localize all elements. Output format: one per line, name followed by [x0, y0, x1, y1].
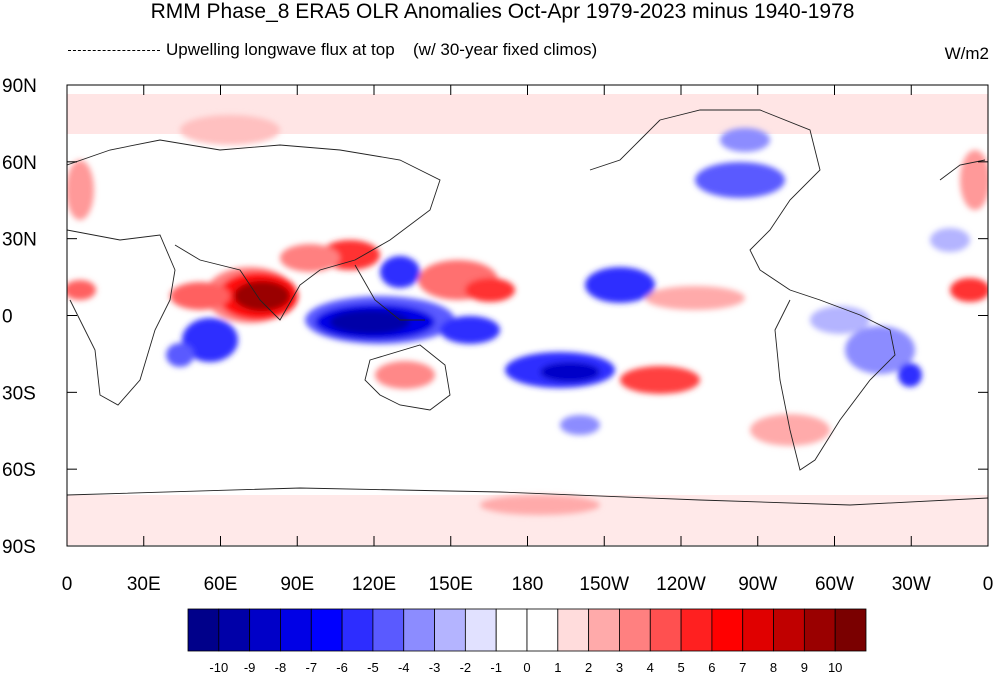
- lon-tick-label: 180: [512, 574, 544, 595]
- lon-tick-label: 60W: [815, 574, 854, 595]
- lon-tick-label: 90E: [280, 574, 314, 595]
- lon-tick-label: 90W: [738, 574, 777, 595]
- colorbar-swatch: [310, 608, 343, 652]
- colorbar-swatch: [495, 608, 528, 652]
- colorbar-swatch: [464, 608, 497, 652]
- lon-tick-label: 150W: [579, 574, 629, 595]
- colorbar-label: -10: [209, 660, 229, 675]
- lon-tick-label: 120W: [656, 574, 706, 595]
- colorbar-swatch: [280, 608, 312, 652]
- colorbar-swatch: [588, 608, 620, 652]
- colorbar-swatch: [526, 608, 559, 652]
- colorbar-label: 5: [677, 660, 685, 675]
- colorbar-label: -6: [336, 660, 348, 675]
- lon-tick-label: 30E: [127, 574, 161, 595]
- colorbar-swatch: [187, 608, 220, 652]
- colorbar-label: 6: [708, 660, 716, 675]
- lon-tick-label: 30W: [892, 574, 931, 595]
- colorbar-swatch: [711, 608, 744, 652]
- colorbar-label: 1: [554, 660, 562, 675]
- colorbar-label: 7: [739, 660, 747, 675]
- colorbar-label: 0: [523, 660, 531, 675]
- colorbar-swatch: [249, 608, 281, 652]
- lat-tick-label: 30S: [2, 383, 36, 404]
- colorbar-label: 10: [827, 660, 843, 675]
- colorbar-label: -2: [459, 660, 472, 675]
- colorbar-swatch: [557, 608, 590, 652]
- coastlines: [67, 109, 988, 506]
- lat-axis: 90N 60N 30N 0 30S 60S 90S: [2, 76, 988, 558]
- colorbar-swatch: [773, 608, 805, 652]
- colorbar-label: 4: [646, 660, 654, 675]
- lon-tick-label: 150E: [429, 574, 473, 595]
- colorbar-swatch: [803, 608, 836, 652]
- colorbar-swatch: [742, 608, 774, 652]
- chart-title: RMM Phase_8 ERA5 OLR Anomalies Oct-Apr 1…: [150, 0, 855, 23]
- lat-tick-label: 60S: [2, 460, 36, 481]
- climatology-note: (w/ 30-year fixed climos): [413, 40, 598, 59]
- colorbar-swatch: [619, 608, 651, 652]
- colorbar-label: 9: [800, 660, 808, 675]
- lon-tick-label: 0: [983, 574, 994, 595]
- colorbar-label: -7: [305, 660, 318, 675]
- lon-tick-label: 120E: [352, 574, 396, 595]
- lat-tick-label: 90N: [2, 76, 37, 97]
- lon-tick-label: 60E: [204, 574, 238, 595]
- colorbar-label: 2: [585, 660, 593, 675]
- lat-tick-label: 30N: [2, 230, 37, 251]
- lat-tick-label: 0: [2, 307, 13, 328]
- colorbar-label: 8: [769, 660, 778, 675]
- legend-text: Upwelling longwave flux at top: [166, 40, 395, 59]
- colorbar-label: -8: [274, 660, 287, 675]
- colorbar-swatch: [372, 608, 405, 652]
- colorbar: [187, 608, 867, 652]
- colorbar-swatch: [680, 608, 713, 652]
- units-label: W/m2: [944, 44, 989, 63]
- lon-axis: 0 30E 60E 90E 120E 150E 180 150W 120W 90W 60W 30W 0: [62, 85, 994, 595]
- colorbar-swatch: [403, 608, 435, 652]
- colorbar-label: -5: [367, 660, 379, 675]
- legend-entry: Upwelling longwave flux at top: [68, 40, 395, 60]
- colorbar-swatch: [649, 608, 682, 652]
- colorbar-swatch: [434, 608, 466, 652]
- colorbar-swatch: [341, 608, 374, 652]
- colorbar-label: -1: [490, 660, 502, 675]
- colorbar-label: -4: [397, 660, 410, 675]
- colorbar-swatch: [218, 608, 251, 652]
- colorbar-label: -3: [428, 660, 441, 675]
- colorbar-label: 3: [615, 660, 624, 675]
- colorbar-swatch: [834, 608, 867, 652]
- lat-tick-label: 60N: [2, 153, 37, 174]
- lon-tick-label: 0: [62, 574, 73, 595]
- dashed-line-icon: [68, 50, 160, 52]
- lat-tick-label: 90S: [2, 537, 36, 558]
- colorbar-label: -9: [243, 660, 256, 675]
